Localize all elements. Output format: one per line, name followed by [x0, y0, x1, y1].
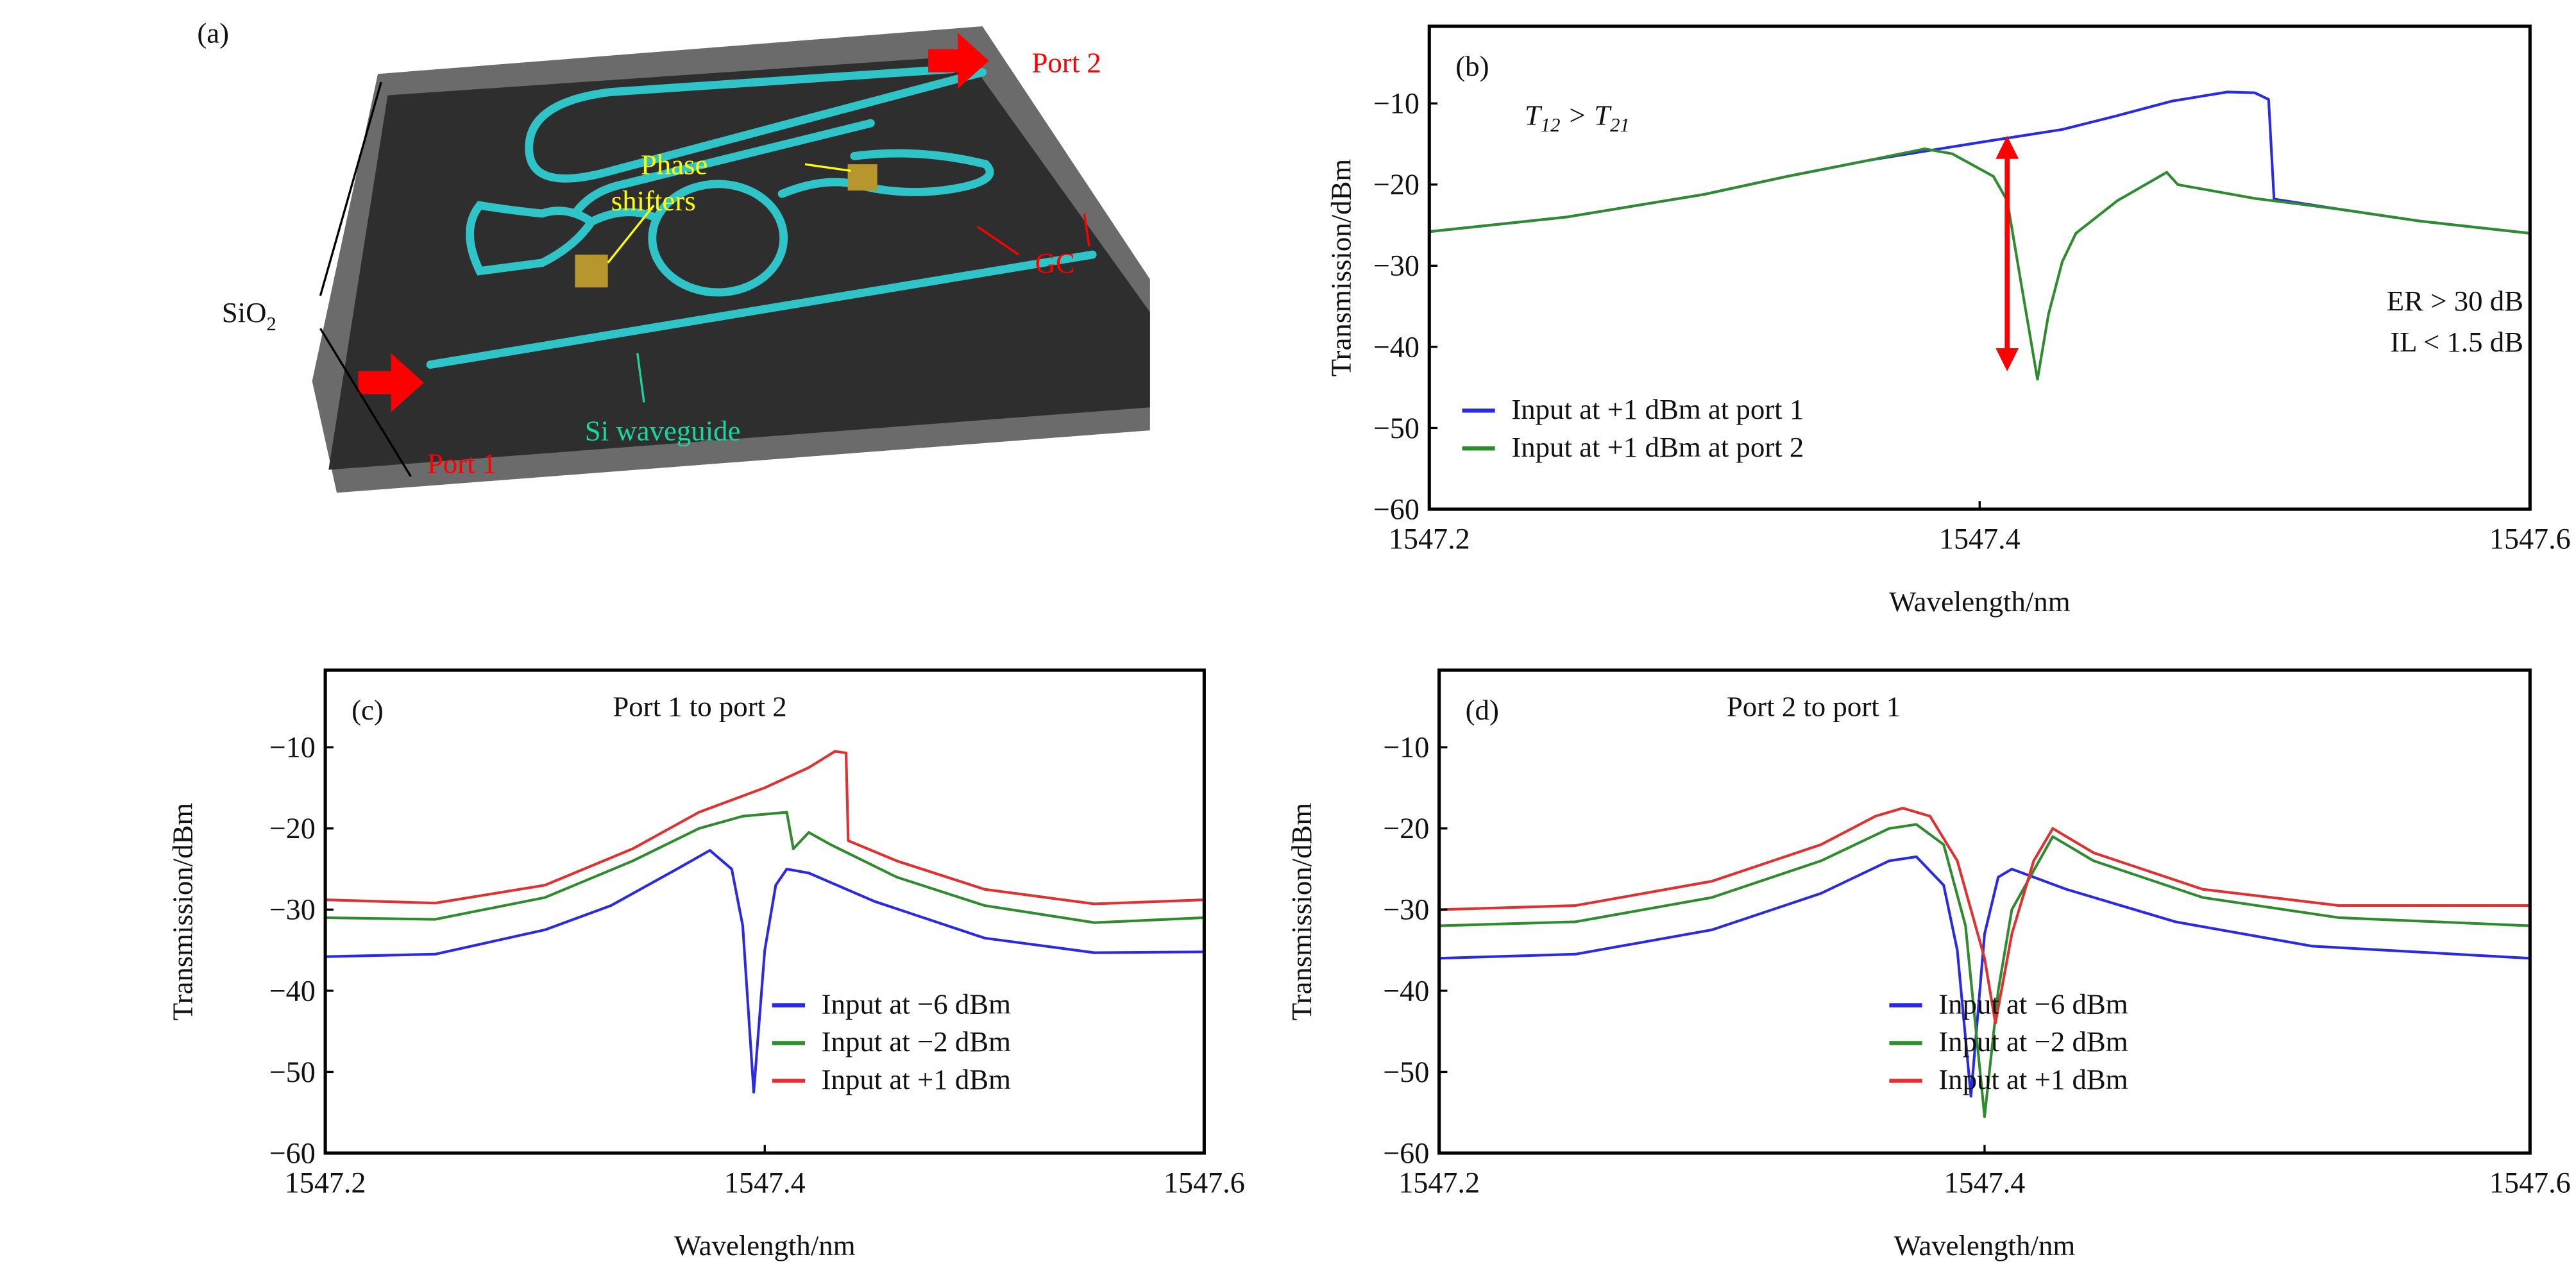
- si-waveguide-label: Si waveguide: [585, 414, 741, 446]
- relation-part: >: [1560, 99, 1594, 131]
- si-waveguide-drawing: [426, 65, 1097, 369]
- y-tick-label: −60: [269, 1136, 316, 1169]
- x-tick-label: 1547.2: [285, 1166, 366, 1199]
- relation-part: T: [1525, 99, 1543, 131]
- x-tick-label: 1547.4: [724, 1166, 806, 1199]
- legend-label: Input at +1 dBm: [1938, 1063, 2128, 1095]
- legend-label: Input at −6 dBm: [822, 988, 1012, 1020]
- x-tick-label: 1547.6: [1164, 1166, 1245, 1199]
- y-tick-label: −40: [1373, 330, 1419, 363]
- y-axis-label: Transmission/dBm: [1285, 803, 1318, 1021]
- legend-label: Input at +1 dBm at port 2: [1511, 431, 1804, 463]
- panel-label: (d): [1466, 694, 1499, 726]
- il-annotation: IL < 1.5 dB: [2390, 326, 2523, 358]
- x-axis-label: Wavelength/nm: [1889, 586, 2071, 618]
- port-2-label: Port 2: [1031, 47, 1101, 79]
- series-line-2: [325, 811, 1205, 924]
- port-1-arrow: [358, 353, 424, 412]
- series-line-3: [1439, 807, 2530, 1025]
- sio2-label: SiO2: [222, 296, 276, 335]
- legend-label: Input at +1 dBm at port 1: [1511, 393, 1804, 425]
- series-line-1: [1439, 855, 2530, 1098]
- er-annotation: ER > 30 dB: [2387, 285, 2523, 317]
- x-axis-label: Wavelength/nm: [1894, 1229, 2076, 1261]
- y-tick-label: −20: [1383, 812, 1429, 845]
- phase-shifter-2: [847, 164, 877, 191]
- relation-part: 12: [1541, 114, 1561, 136]
- x-axis-label: Wavelength/nm: [674, 1229, 856, 1261]
- y-tick-label: −10: [1383, 731, 1429, 764]
- relation-part: 21: [1610, 114, 1630, 136]
- y-tick-label: −50: [1373, 412, 1419, 444]
- y-tick-label: −40: [269, 974, 316, 1007]
- x-tick-label: 1547.4: [1944, 1166, 2026, 1199]
- y-tick-label: −50: [1383, 1056, 1429, 1088]
- panel-label: (b): [1455, 50, 1489, 82]
- gc-label: GC: [1035, 247, 1075, 279]
- series-line-3: [325, 750, 1205, 906]
- port-2-arrow: [928, 33, 989, 89]
- axes-frame: [323, 668, 1206, 1155]
- y-tick-label: −50: [269, 1056, 316, 1088]
- shifters-label: shifters: [611, 185, 696, 217]
- arrow-head-down: [1996, 348, 2019, 371]
- legend-label: Input at −2 dBm: [1938, 1025, 2128, 1058]
- y-tick-label: −30: [1373, 249, 1419, 282]
- y-tick-label: −10: [1373, 87, 1419, 120]
- phase-label: Phase: [641, 149, 708, 181]
- transmission-relation-label: T12 > T21: [1525, 99, 1630, 136]
- y-tick-label: −30: [1383, 893, 1429, 926]
- legend-label: Input at −6 dBm: [1938, 988, 2128, 1020]
- y-tick-label: −30: [269, 893, 316, 926]
- x-tick-label: 1547.6: [2489, 1166, 2571, 1199]
- y-tick-label: −20: [269, 812, 316, 845]
- panel-a-label: (a): [197, 17, 229, 49]
- legend-label: Input at −2 dBm: [822, 1025, 1012, 1058]
- y-tick-label: −60: [1373, 493, 1419, 525]
- phase-shifter-1: [575, 255, 608, 288]
- y-tick-label: −10: [269, 731, 316, 764]
- relation-part: T: [1594, 99, 1612, 131]
- y-tick-label: −60: [1383, 1136, 1429, 1169]
- y-axis-label: Transmission/dBm: [1325, 159, 1357, 377]
- x-tick-label: 1547.6: [2489, 522, 2571, 555]
- x-tick-label: 1547.2: [1398, 1166, 1480, 1199]
- series-line-2: [1429, 148, 2530, 381]
- y-tick-label: −20: [1373, 168, 1419, 201]
- x-tick-label: 1547.2: [1389, 522, 1470, 555]
- annotation-arrows: [319, 81, 1090, 477]
- port-1-label: Port 1: [427, 448, 496, 480]
- y-tick-label: −40: [1383, 974, 1429, 1007]
- chart-title: Port 1 to port 2: [613, 691, 786, 723]
- series-line-1: [325, 848, 1205, 1094]
- x-tick-label: 1547.4: [1939, 522, 2021, 555]
- legend-label: Input at +1 dBm: [822, 1063, 1012, 1095]
- series-line-2: [1439, 823, 2530, 1118]
- panel-label: (c): [352, 694, 384, 726]
- chart-title: Port 2 to port 1: [1727, 691, 1901, 723]
- arrow-head-up: [1996, 135, 2019, 159]
- y-axis-label: Transmission/dBm: [167, 803, 199, 1021]
- panel-a-schematic: (a) SiO2 Phase shifters GC Port 2 P: [197, 17, 1150, 493]
